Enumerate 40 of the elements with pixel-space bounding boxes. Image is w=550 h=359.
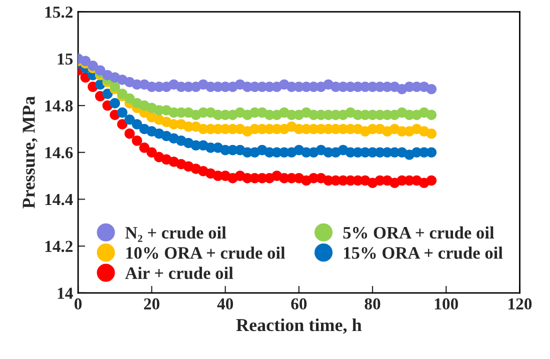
legend-label: N₂ + crude oil <box>125 226 226 242</box>
point <box>426 175 437 186</box>
point <box>146 147 157 158</box>
x-tick-label: 60 <box>291 298 307 310</box>
point <box>426 84 437 94</box>
legend-label: 10% ORA + crude oil <box>126 246 286 259</box>
x-tick-label: 0 <box>74 298 82 310</box>
point <box>139 142 150 153</box>
y-tick-label: 15 <box>58 53 73 65</box>
point <box>117 107 128 118</box>
x-axis-title: Reaction time, h <box>236 318 362 334</box>
legend-label: 5% ORA + crude oil <box>343 226 494 239</box>
x-tick-label: 120 <box>508 298 532 310</box>
y-tick-label: 15.2 <box>45 6 73 18</box>
y-tick-label: 14.8 <box>45 100 73 112</box>
point <box>124 128 135 139</box>
point <box>110 82 120 92</box>
point <box>426 110 437 120</box>
point <box>124 114 135 125</box>
point <box>117 119 128 130</box>
point <box>95 65 106 76</box>
x-tick-label: 40 <box>217 298 234 310</box>
legend-label: Air + crude oil <box>125 266 234 280</box>
point <box>102 88 113 99</box>
point <box>132 136 142 146</box>
y-tick-label: 14.4 <box>45 194 73 206</box>
x-tick-label: 20 <box>144 298 160 310</box>
y-tick-label: 14.2 <box>45 240 73 252</box>
point <box>124 93 135 104</box>
point <box>132 119 142 130</box>
y-tick-label: 14.6 <box>45 147 73 158</box>
x-tick-label: 80 <box>364 298 380 310</box>
point <box>110 98 120 108</box>
x-tick-label: 100 <box>434 298 458 310</box>
point <box>426 128 437 139</box>
y-axis-title: Pressure, MPa <box>22 96 38 208</box>
point <box>426 147 437 158</box>
point <box>117 88 128 99</box>
y-tick-label: 14 <box>58 288 73 299</box>
legend-label: 15% ORA + crude oil <box>344 246 503 259</box>
